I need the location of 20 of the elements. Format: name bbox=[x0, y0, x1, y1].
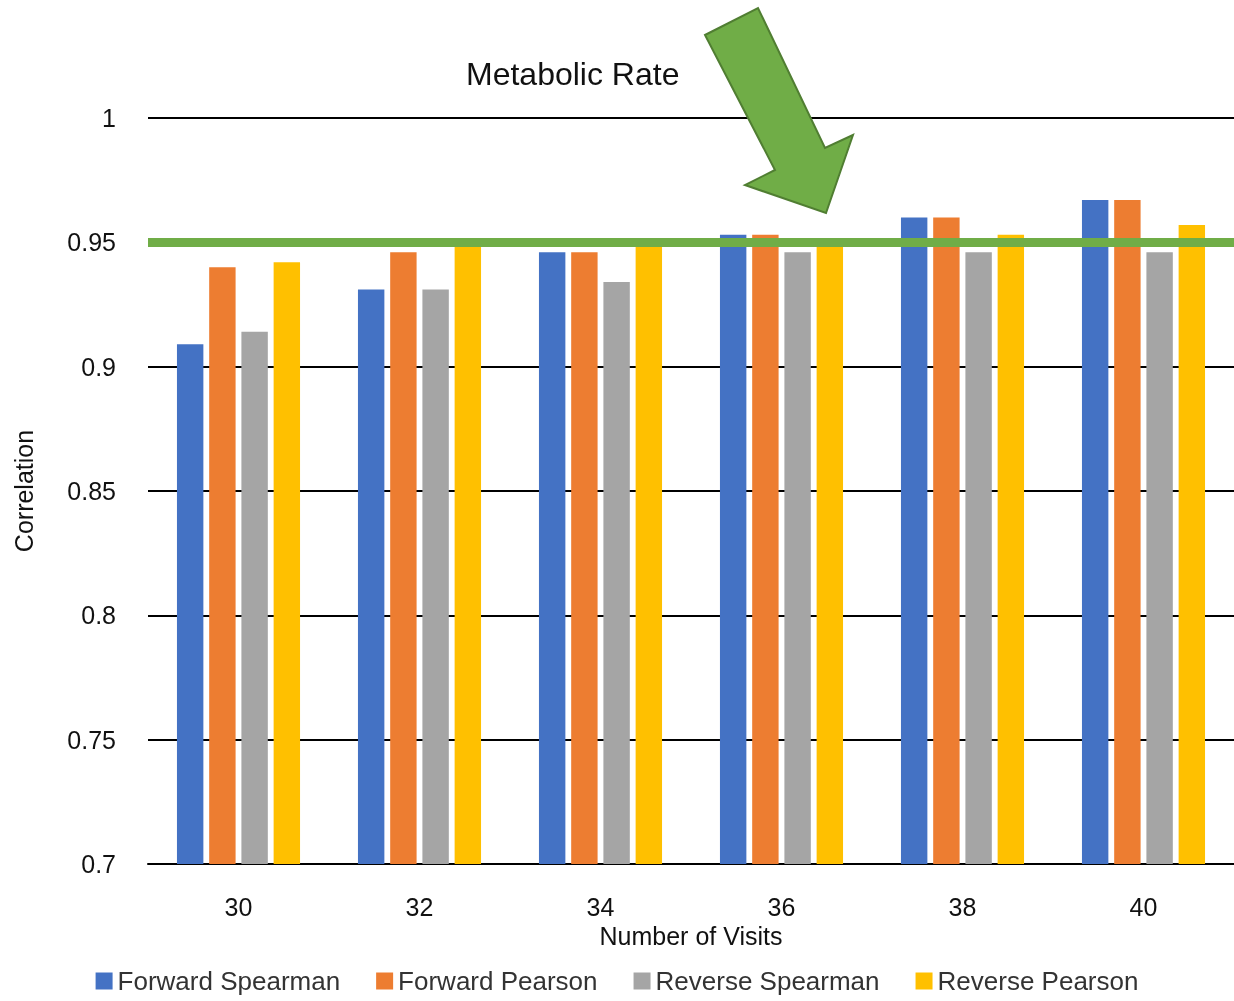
x-tick-label: 38 bbox=[948, 892, 977, 921]
y-tick-label: 1 bbox=[102, 104, 116, 132]
x-tick-label: 34 bbox=[586, 892, 615, 921]
y-tick-label: 0.95 bbox=[67, 228, 116, 257]
legend-label: Forward Pearson bbox=[398, 966, 598, 996]
y-tick-label: 0.9 bbox=[81, 352, 116, 381]
x-tick-label: 36 bbox=[767, 892, 796, 921]
legend-label: Reverse Spearman bbox=[655, 966, 880, 996]
y-tick-label: 0.85 bbox=[67, 477, 116, 505]
x-tick-label: 30 bbox=[224, 892, 253, 921]
x-tick-label: 40 bbox=[1129, 892, 1158, 921]
x-tick-label: 32 bbox=[405, 892, 434, 921]
text: Metabolic Rate bbox=[466, 56, 680, 92]
legend-label: Reverse Pearson bbox=[937, 966, 1139, 996]
x-axis-title: Number of Visits bbox=[599, 922, 783, 951]
y-tick-label: 0.8 bbox=[81, 601, 116, 630]
y-tick-label: 0.75 bbox=[67, 725, 116, 754]
y-axis-title: Correlation bbox=[9, 429, 38, 553]
y-tick-label: 0.7 bbox=[81, 850, 116, 878]
legend-label: Forward Spearman bbox=[117, 966, 341, 996]
